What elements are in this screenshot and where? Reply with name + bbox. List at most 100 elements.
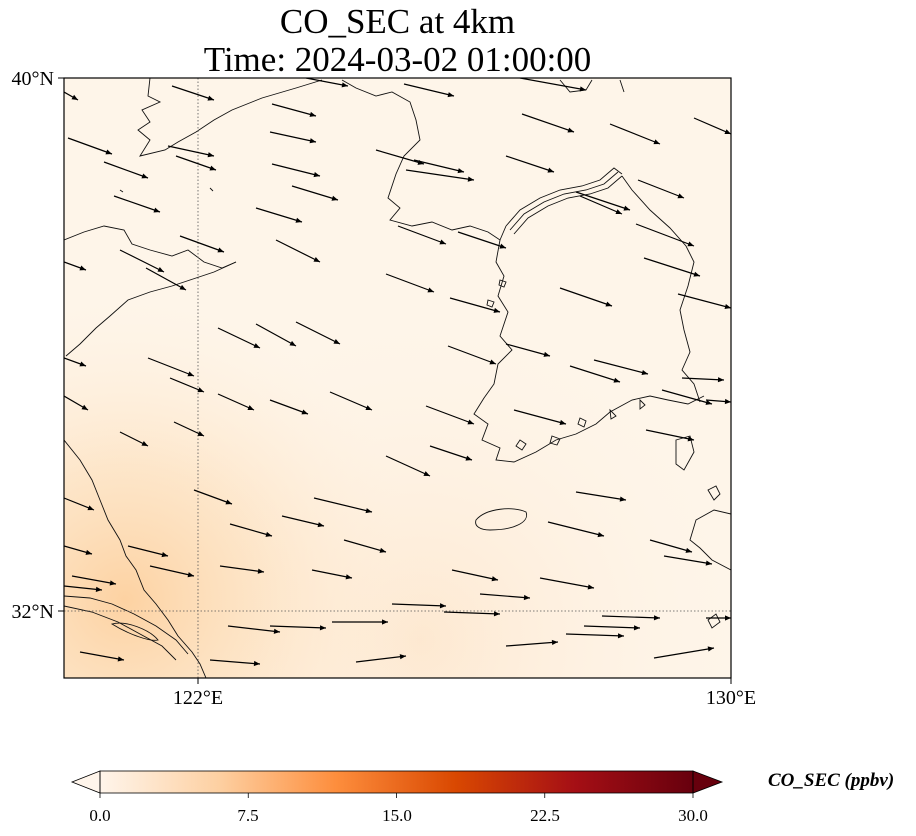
wind-arrow <box>64 357 87 367</box>
wind-arrow <box>403 83 455 98</box>
wind-arrow <box>147 357 195 377</box>
wind-arrow <box>705 398 731 405</box>
wind-arrow <box>479 593 531 601</box>
wind-arrow <box>271 163 321 178</box>
wind-arrow <box>429 445 473 461</box>
wind-arrow <box>565 633 625 639</box>
wind-arrow <box>505 155 555 173</box>
wind-arrow <box>601 615 661 621</box>
colorbar-tick-label: 0.0 <box>89 806 110 825</box>
wind-arrow <box>649 539 693 553</box>
wind-arrow <box>275 239 321 263</box>
wind-arrow <box>311 569 353 580</box>
wind-arrow <box>113 195 161 213</box>
map-frame <box>63 77 732 679</box>
wind-arrow <box>637 179 685 199</box>
wind-arrow <box>569 365 621 383</box>
gridlines <box>64 78 731 678</box>
wind-arrow <box>519 78 587 92</box>
wind-arrow <box>559 287 613 307</box>
wind-arrow <box>179 235 225 253</box>
wind-arrow <box>219 565 265 574</box>
wind-arrow <box>693 117 731 135</box>
colorbar-extend-min <box>70 770 101 794</box>
wind-arrow <box>663 555 713 566</box>
wind-arrow <box>64 585 103 592</box>
colorbar-tick-label: 22.5 <box>530 806 560 825</box>
wind-arrow <box>505 639 559 647</box>
wind-arrow <box>64 91 79 101</box>
wind-arrow <box>227 625 281 634</box>
wind-arrow <box>677 293 731 309</box>
wind-arrow <box>269 399 309 415</box>
wind-arrow <box>385 455 431 477</box>
wind-arrow <box>451 569 499 582</box>
wind-arrow <box>443 611 501 617</box>
wind-arrow <box>425 405 475 425</box>
wind-arrow <box>521 113 575 133</box>
wind-arrow <box>706 615 731 621</box>
wind-arrow <box>645 429 695 442</box>
co-field <box>64 78 731 678</box>
wind-arrow <box>64 545 93 555</box>
wind-arrow <box>119 249 165 273</box>
wind-arrow <box>457 231 507 249</box>
wind-vectors <box>64 78 731 667</box>
wind-arrow <box>175 155 217 171</box>
wind-arrow <box>67 137 113 155</box>
wind-arrow <box>119 431 149 447</box>
wind-arrow <box>64 497 95 511</box>
wind-arrow <box>64 261 87 271</box>
wind-arrow <box>281 515 325 528</box>
wind-arrow <box>145 267 187 291</box>
wind-arrow <box>643 257 701 277</box>
wind-arrow <box>169 377 205 393</box>
colorbar-gradient <box>100 771 693 793</box>
wind-arrow <box>661 389 713 405</box>
wind-arrow <box>635 223 695 247</box>
wind-arrow <box>167 145 215 158</box>
map-time-subtitle: Time: 2024-03-02 01:00:00 <box>203 40 592 79</box>
wind-arrow <box>579 195 623 215</box>
wind-arrow <box>103 161 149 179</box>
colorbar-extend-max <box>692 770 724 794</box>
wind-arrow <box>71 575 117 586</box>
coastlines <box>64 78 731 678</box>
wind-arrow <box>391 603 447 609</box>
wind-arrow <box>449 297 501 313</box>
wind-arrow <box>271 103 317 117</box>
wind-arrow <box>405 169 475 182</box>
wind-arrow <box>385 273 435 293</box>
wind-arrow <box>173 421 205 437</box>
wind-arrow <box>539 577 595 590</box>
wind-arrow <box>343 539 387 553</box>
wind-arrow <box>513 409 567 425</box>
wind-arrow <box>64 395 89 411</box>
wind-arrow <box>653 646 715 659</box>
lat-tick-label-40: 40°N <box>12 68 54 90</box>
wind-arrow <box>149 565 195 578</box>
wind-arrow <box>229 523 273 537</box>
wind-arrow <box>127 545 169 558</box>
wind-arrow <box>313 497 373 514</box>
lon-tick-label-122: 122°E <box>173 687 223 709</box>
wind-arrow <box>209 659 261 667</box>
wind-arrow <box>217 327 261 349</box>
wind-arrow <box>255 207 303 223</box>
wind-arrow <box>397 225 447 245</box>
wind-arrow <box>332 619 388 625</box>
colorbar-title: CO_SEC (ppbv) <box>768 770 895 791</box>
wind-arrow <box>269 131 317 144</box>
wind-arrow <box>305 78 349 88</box>
wind-arrow <box>329 391 373 411</box>
wind-arrow <box>593 359 649 376</box>
wind-arrow <box>171 85 215 101</box>
wind-arrow <box>217 393 255 411</box>
colorbar-tick-label: 15.0 <box>382 806 412 825</box>
wind-arrow <box>193 489 233 505</box>
wind-arrow <box>575 191 631 211</box>
wind-arrow <box>295 321 341 345</box>
colorbar-tick-label: 30.0 <box>678 806 708 825</box>
map-title: CO_SEC at 4km <box>279 2 516 41</box>
